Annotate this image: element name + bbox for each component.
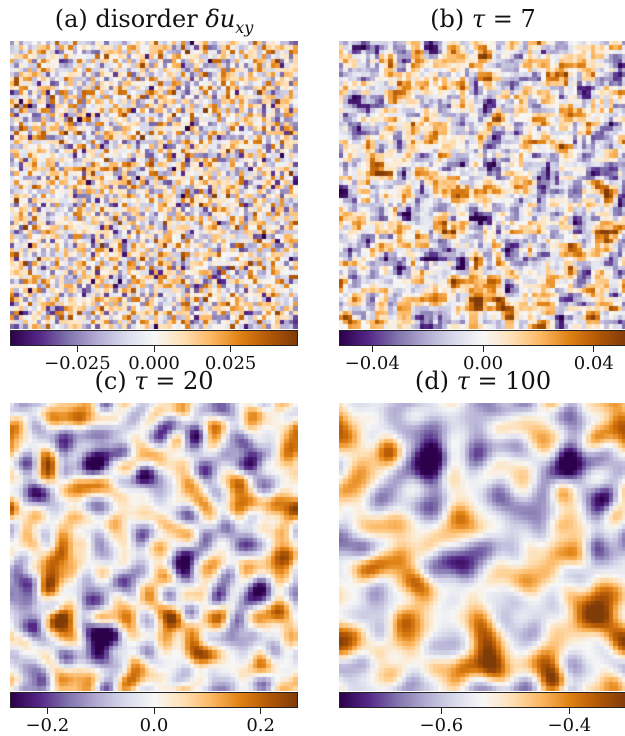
title-symbol: τ xyxy=(471,5,486,33)
colorbar-tick-label: −0.6 xyxy=(419,715,464,736)
colorbar-tick xyxy=(46,708,48,714)
colorbar-tick-label: −0.025 xyxy=(44,353,111,374)
title-symbol: τ xyxy=(456,367,470,395)
colorbar-tick xyxy=(593,346,595,352)
heatmap-d xyxy=(339,403,625,691)
panel-title-a: (a) disorder δuxy xyxy=(10,5,298,37)
colorbar-tick-label: 0.000 xyxy=(128,353,180,374)
title-prefix: (b) xyxy=(430,5,472,33)
colorbar-tick-label: −0.04 xyxy=(344,353,400,374)
colorbar-c xyxy=(10,692,298,708)
colorbar-tick-label: 0.04 xyxy=(573,353,614,374)
colorbar-tick xyxy=(230,346,232,352)
colorbar-tick xyxy=(153,346,155,352)
colorbar-tick-label: −0.2 xyxy=(25,715,70,736)
panel-title-c: (c) τ = 20 xyxy=(10,367,298,395)
panel-title-d: (d) τ = 100 xyxy=(339,367,625,395)
title-symbol: τ xyxy=(134,367,148,395)
title-prefix: (a) disorder xyxy=(54,5,206,33)
colorbar-tick-label: −0.4 xyxy=(547,715,592,736)
colorbar-tick xyxy=(371,346,373,352)
colorbar-d xyxy=(339,692,625,708)
title-prefix: (c) xyxy=(94,367,135,395)
colorbar-tick xyxy=(260,708,262,714)
title-suffix: = 100 xyxy=(469,367,552,395)
heatmap-a xyxy=(10,41,298,329)
title-suffix: = 7 xyxy=(485,5,536,33)
colorbar-tick-label: 0.0 xyxy=(139,715,169,736)
colorbar-tick xyxy=(440,708,442,714)
panel-title-b: (b) τ = 7 xyxy=(339,5,625,33)
colorbar-tick xyxy=(482,346,484,352)
title-suffix: = 20 xyxy=(147,367,214,395)
title-prefix: (d) xyxy=(414,367,457,395)
title-subscript: xy xyxy=(235,17,254,37)
panel-b: (b) τ = 7 −0.04 0.00 0.04 xyxy=(339,5,625,374)
heatmap-b xyxy=(339,41,625,329)
colorbar-tick xyxy=(153,708,155,714)
heatmap-c xyxy=(10,403,298,691)
colorbar-tick xyxy=(76,346,78,352)
panel-a: (a) disorder δuxy −0.025 0.000 0.025 xyxy=(10,5,298,374)
title-symbol: δu xyxy=(205,5,236,33)
colorbar-tick-label: 0.025 xyxy=(204,353,257,374)
panel-c: (c) τ = 20 −0.2 0.0 0.2 xyxy=(10,367,298,736)
colorbar-a xyxy=(10,330,298,346)
colorbar-b xyxy=(339,330,625,346)
colorbar-tick xyxy=(568,708,570,714)
colorbar-tick-label: 0.00 xyxy=(462,353,504,374)
panel-d: (d) τ = 100 −0.6 −0.4 xyxy=(339,367,625,736)
colorbar-tick-label: 0.2 xyxy=(246,715,275,736)
